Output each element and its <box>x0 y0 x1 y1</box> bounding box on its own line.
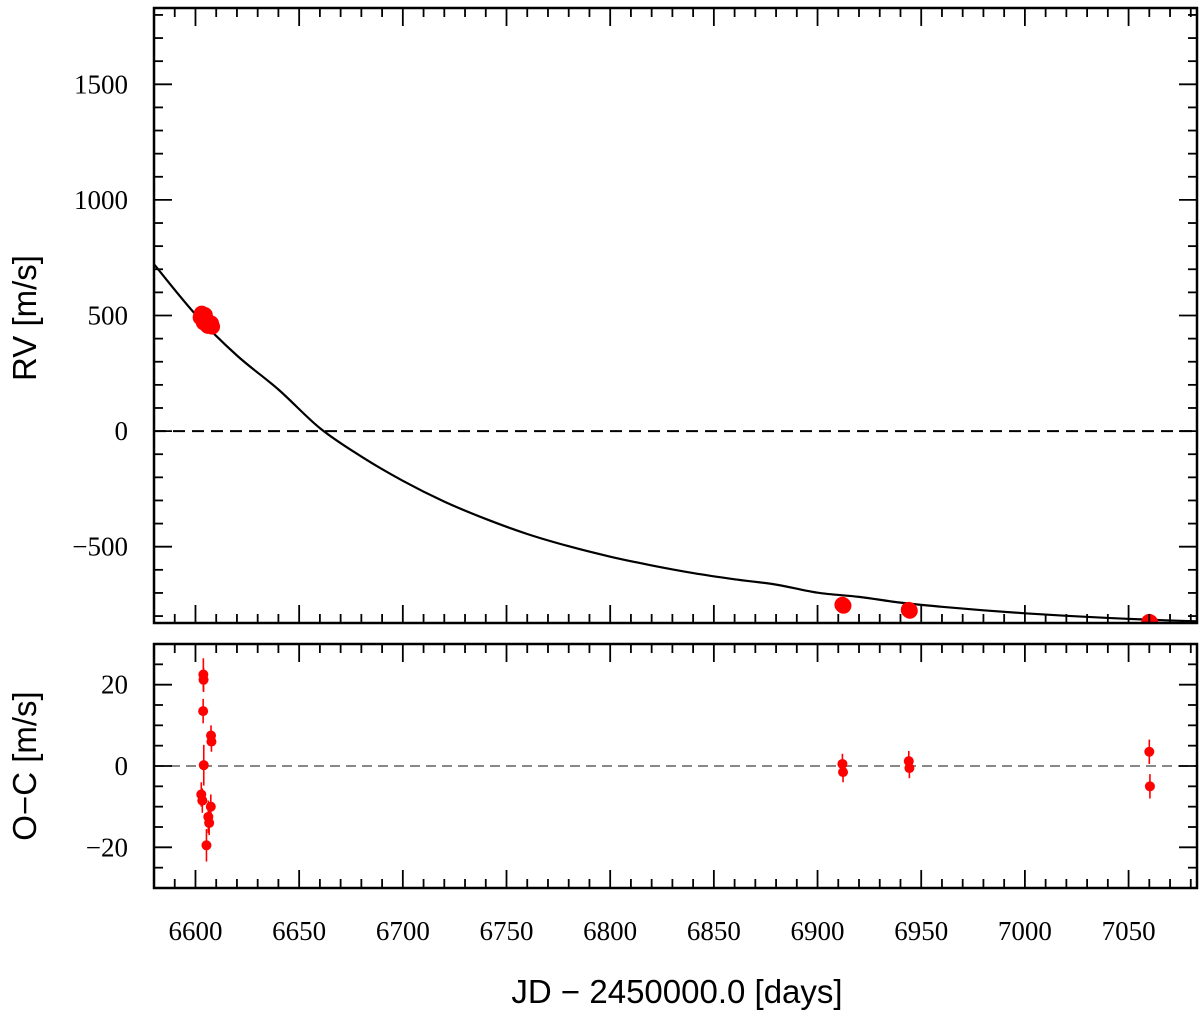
residual-y-axis-title: O−C [m/s] <box>6 691 43 840</box>
residual-points <box>196 658 1155 862</box>
rv-y-tick-label: 1000 <box>74 185 128 215</box>
x-tick-label: 7000 <box>998 916 1052 946</box>
residual-panel: −20 0 20 6600 6650 6700 6750 6800 6850 6900 6950 70… <box>86 642 1199 946</box>
residual-frame <box>152 642 1199 890</box>
rv-data-point <box>1142 614 1159 623</box>
rv-data-point <box>835 597 852 614</box>
rv-y-tick-label: 500 <box>88 301 129 331</box>
rv-frame <box>152 6 1199 625</box>
x-tick-label: 6700 <box>376 916 430 946</box>
residual-data-point <box>904 763 915 774</box>
rv-y-axis-title: RV [m/s] <box>6 255 43 381</box>
rv-data-point <box>901 602 918 619</box>
rv-panel: −500 0 500 1000 1500 <box>72 6 1199 625</box>
x-tick-label: 6800 <box>583 916 637 946</box>
x-tick-label: 6750 <box>480 916 534 946</box>
rv-y-tick-label: 1500 <box>74 69 128 99</box>
residual-data-point <box>838 767 849 778</box>
residual-data-point <box>1144 781 1155 792</box>
rv-points <box>192 305 1159 623</box>
rv-data-point <box>204 318 221 335</box>
residual-data-point <box>201 840 212 851</box>
residual-data-point <box>1144 746 1155 757</box>
rv-y-tick-label: −500 <box>72 532 128 562</box>
residual-data-point <box>204 817 215 828</box>
rv-y-tick-label: 0 <box>115 416 129 446</box>
residual-data-point <box>198 674 209 685</box>
residual-data-point <box>198 760 209 771</box>
residual-data-point <box>206 736 217 747</box>
residual-data-point <box>205 801 216 812</box>
residual-data-point <box>198 706 209 717</box>
x-tick-label: 6900 <box>791 916 845 946</box>
rv-plot-area <box>154 8 1197 623</box>
x-axis-title: JD − 2450000.0 [days] <box>511 973 842 1010</box>
x-tick-label: 6950 <box>894 916 948 946</box>
residual-y-tick-label: 20 <box>101 670 128 700</box>
residual-y-tick-label: −20 <box>86 832 128 862</box>
rv-model-curve <box>154 263 1197 623</box>
x-tick-label: 6650 <box>272 916 326 946</box>
residual-y-tick-label: 0 <box>115 751 129 781</box>
x-tick-label: 6850 <box>687 916 741 946</box>
residual-data-point <box>197 795 208 806</box>
x-tick-label: 6600 <box>168 916 222 946</box>
x-tick-label: 7050 <box>1102 916 1156 946</box>
